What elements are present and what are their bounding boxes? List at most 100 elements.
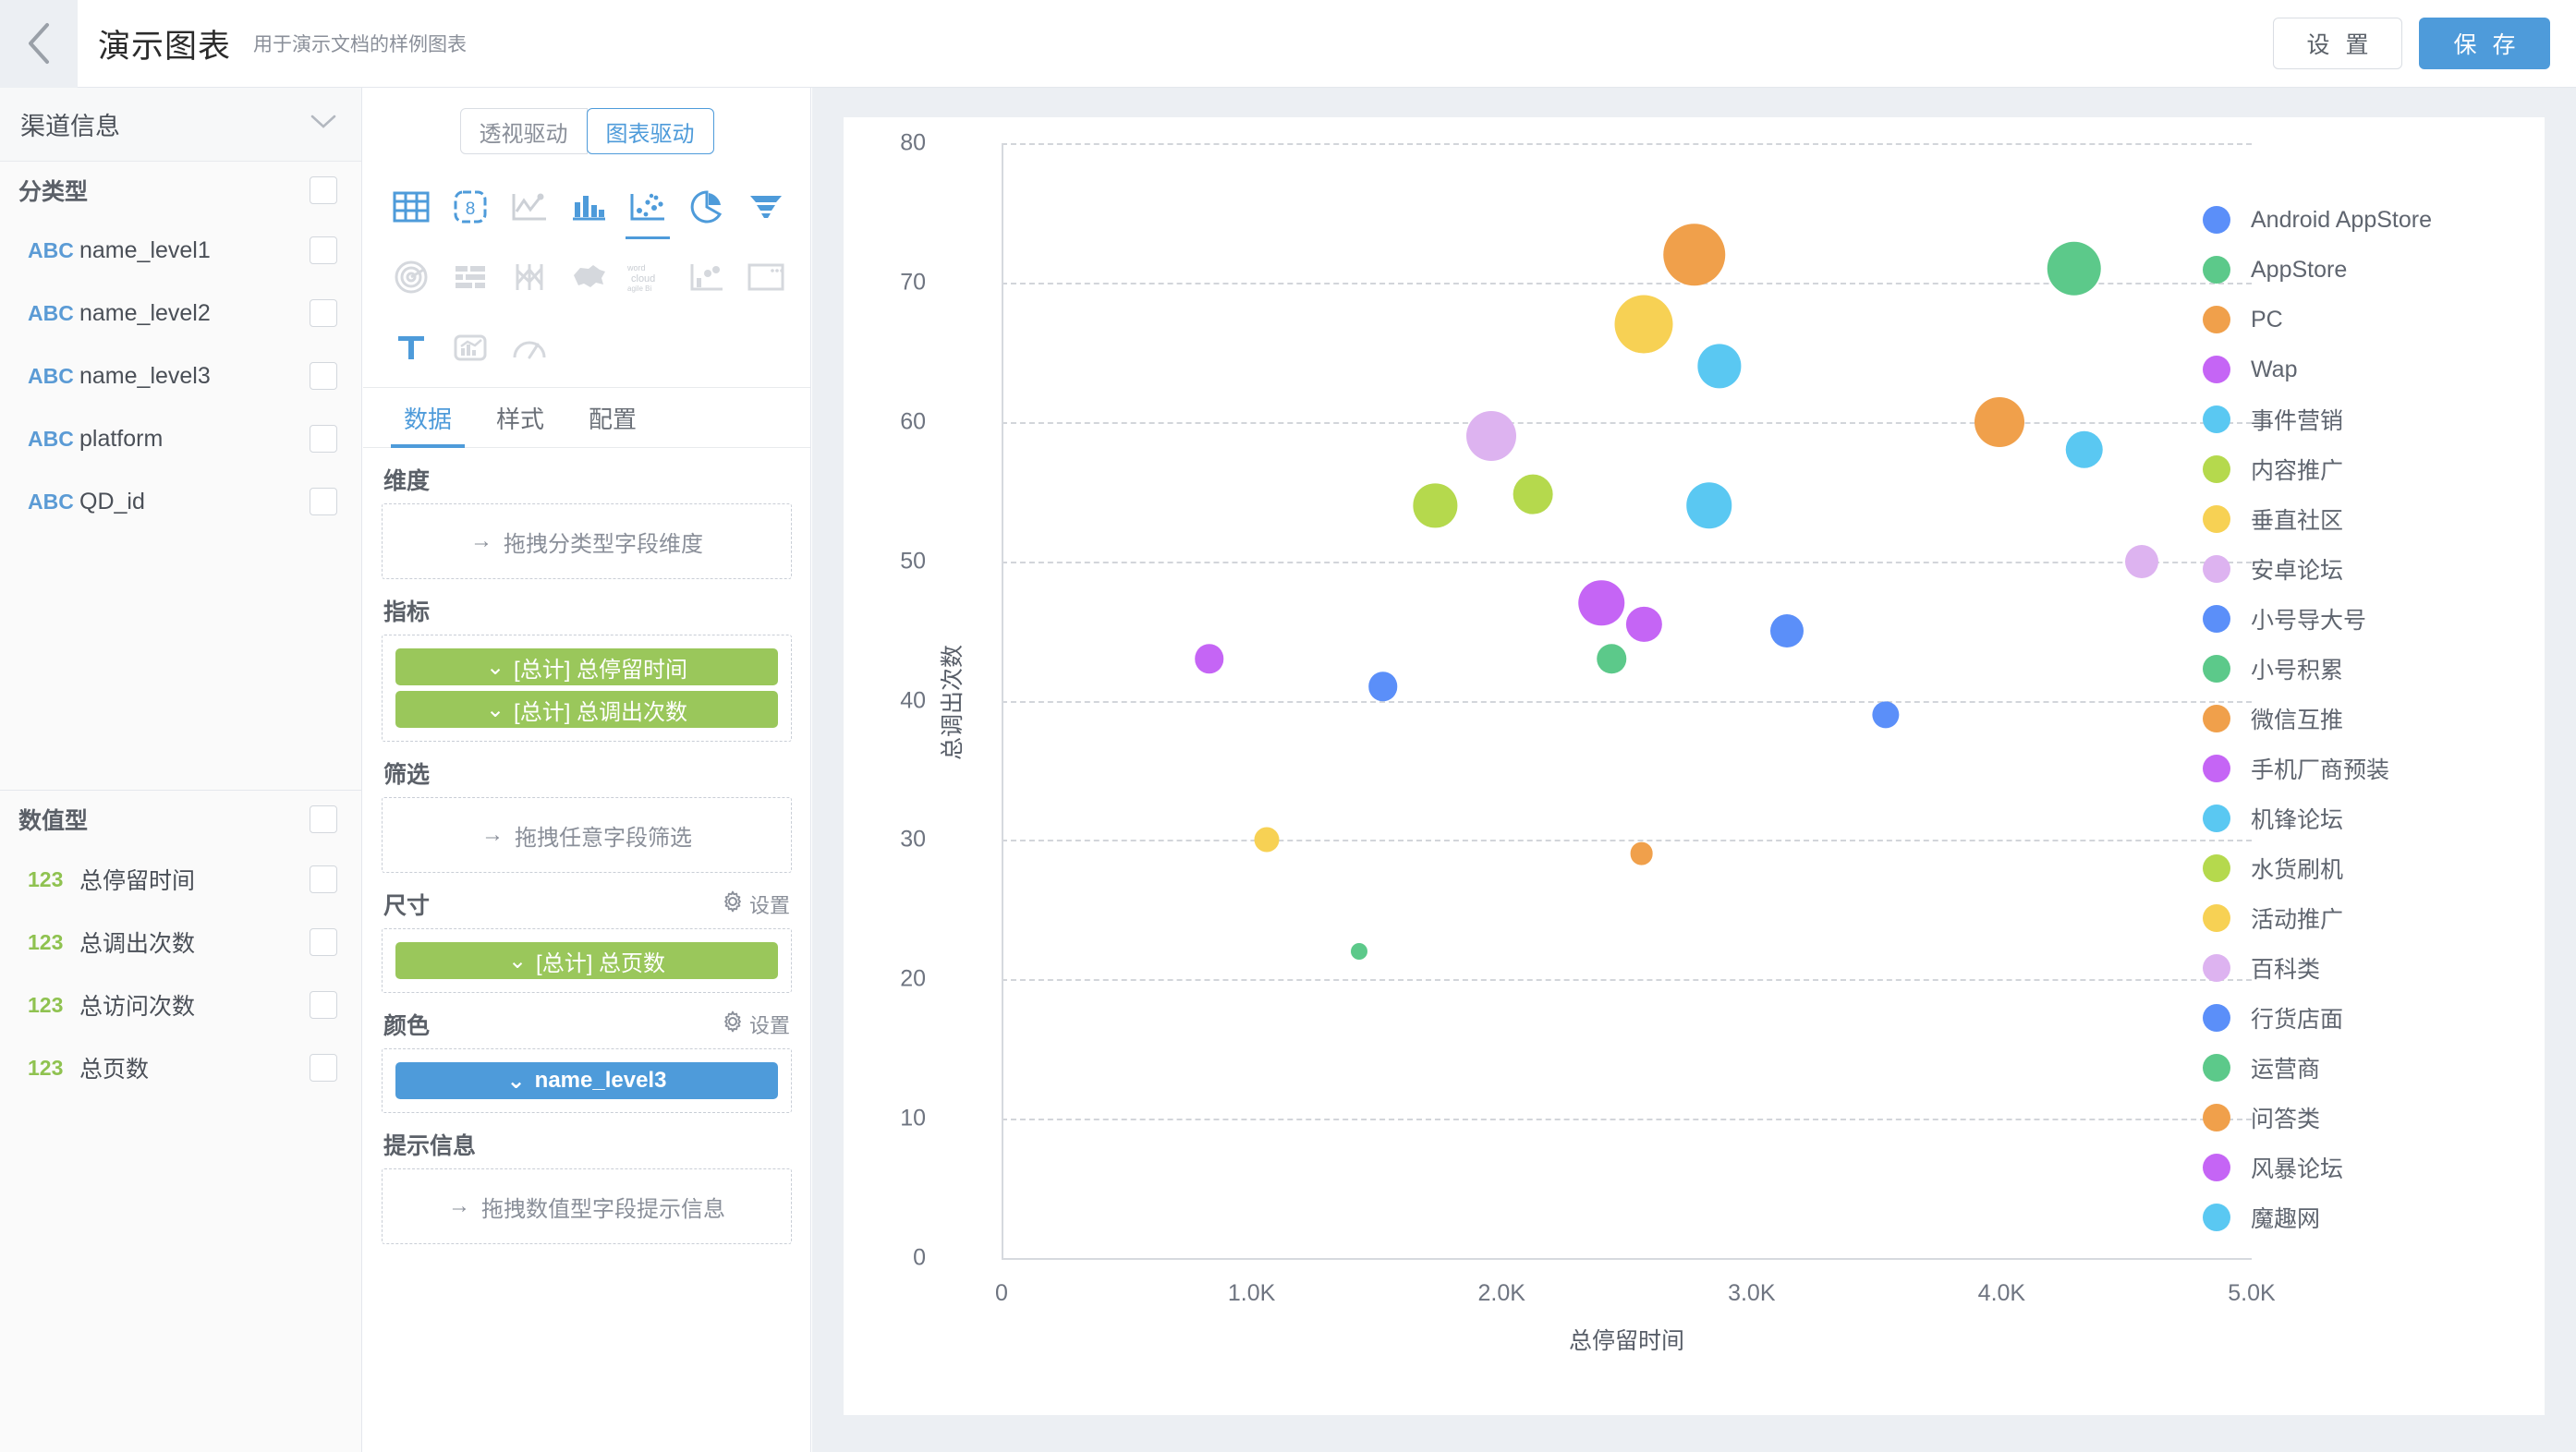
save-button[interactable]: 保 存 [2419, 18, 2550, 69]
field-row[interactable]: ABC platform [0, 407, 361, 470]
legend-item[interactable]: 安卓论坛 [2203, 544, 2508, 594]
parallel-chart-icon[interactable] [500, 247, 559, 308]
scatter-bubble[interactable] [1871, 700, 1900, 729]
field-row[interactable]: ABC name_level3 [0, 345, 361, 407]
legend-item[interactable]: 风暴论坛 [2203, 1143, 2508, 1192]
scatter-chart-icon[interactable] [618, 176, 677, 239]
measures-dropzone[interactable]: ⌄ [总计] 总停留时间 ⌄ [总计] 总调出次数 [382, 635, 792, 742]
legend-item[interactable]: 手机厂商预装 [2203, 744, 2508, 793]
filter-dropzone[interactable]: → 拖拽任意字段筛选 [382, 797, 792, 873]
map-chart-icon[interactable] [559, 247, 618, 308]
group-checkbox-categorical[interactable] [310, 176, 337, 204]
scatter-bubble[interactable] [2047, 241, 2102, 296]
chevron-down-icon[interactable] [310, 114, 337, 135]
field-checkbox[interactable] [310, 299, 337, 327]
field-row[interactable]: 123 总访问次数 [0, 974, 361, 1036]
legend-item[interactable]: PC [2203, 295, 2508, 345]
frame-icon[interactable] [736, 247, 796, 308]
size-setting-button[interactable]: 设置 [722, 889, 790, 919]
scatter-bubble[interactable] [1614, 295, 1673, 354]
field-checkbox[interactable] [310, 488, 337, 515]
scatter-plot[interactable]: 0 10 20 30 40 50 60 70 80 0 1.0K 2.0K 3.0K 4.0K 5.0K 总停… [844, 117, 2545, 1415]
tab-settings[interactable]: 配置 [589, 405, 638, 433]
gauge-chart-icon[interactable] [500, 317, 559, 378]
scatter-bubble[interactable] [1513, 474, 1553, 514]
word-cloud-icon[interactable]: word cloud agile Bi [618, 247, 677, 308]
field-checkbox[interactable] [310, 865, 337, 893]
bar-chart-icon[interactable] [559, 176, 618, 237]
scatter-bubble[interactable] [1413, 483, 1458, 527]
scatter-bubble[interactable] [1686, 482, 1732, 529]
scatter-bubble[interactable] [1466, 410, 1517, 461]
size-pill[interactable]: ⌄ [总计] 总页数 [395, 942, 778, 979]
tab-data[interactable]: 数据 [382, 388, 474, 448]
scatter-bubble[interactable] [2124, 544, 2158, 578]
back-button[interactable] [0, 0, 78, 88]
scatter-bubble[interactable] [1254, 827, 1280, 853]
scatter-bubble[interactable] [1194, 644, 1224, 673]
field-row[interactable]: 123 总调出次数 [0, 911, 361, 974]
funnel-chart-icon[interactable] [736, 176, 796, 237]
kpi-number-icon[interactable]: 8 [441, 176, 500, 237]
scatter-bubble[interactable] [1578, 580, 1625, 626]
color-dropzone[interactable]: ⌄ name_level3 [382, 1048, 792, 1113]
field-row[interactable]: 123 总停留时间 [0, 848, 361, 911]
legend-item[interactable]: 微信互推 [2203, 694, 2508, 744]
scatter-bubble[interactable] [1350, 943, 1367, 961]
field-checkbox[interactable] [310, 991, 337, 1019]
legend-item[interactable]: 行货店面 [2203, 993, 2508, 1043]
legend-item[interactable]: Wap [2203, 345, 2508, 394]
scatter-bubble[interactable] [1626, 606, 1662, 642]
bullet-chart-icon[interactable] [677, 247, 736, 308]
field-checkbox[interactable] [310, 362, 337, 390]
field-checkbox[interactable] [310, 236, 337, 264]
legend-item[interactable]: 小号导大号 [2203, 594, 2508, 644]
settings-button[interactable]: 设 置 [2273, 18, 2402, 69]
legend-item[interactable]: 百科类 [2203, 943, 2508, 993]
legend-item[interactable]: 活动推广 [2203, 893, 2508, 943]
legend-item[interactable]: Android AppStore [2203, 195, 2508, 245]
field-checkbox[interactable] [310, 928, 337, 956]
legend-item[interactable]: AppStore [2203, 245, 2508, 295]
tab-pivot-driver[interactable]: 透视驱动 [459, 108, 588, 154]
scatter-bubble[interactable] [1974, 396, 2024, 447]
datasource-header[interactable]: 渠道信息 [0, 88, 361, 162]
scatter-bubble[interactable] [1769, 614, 1804, 648]
legend-item[interactable]: 事件营销 [2203, 394, 2508, 444]
field-row[interactable]: ABC name_level2 [0, 282, 361, 345]
legend-item[interactable]: 小号积累 [2203, 644, 2508, 694]
field-row[interactable]: ABC QD_id [0, 470, 361, 533]
field-checkbox[interactable] [310, 1054, 337, 1082]
scatter-bubble[interactable] [1696, 344, 1742, 389]
scatter-bubble[interactable] [1630, 842, 1654, 865]
field-row[interactable]: ABC name_level1 [0, 219, 361, 282]
scatter-bubble[interactable] [2065, 430, 2103, 469]
legend-item[interactable]: 内容推广 [2203, 444, 2508, 494]
line-chart-icon[interactable] [500, 176, 559, 237]
radar-chart-icon[interactable] [382, 247, 441, 308]
text-icon[interactable] [382, 317, 441, 378]
color-pill[interactable]: ⌄ name_level3 [395, 1062, 778, 1099]
legend-item[interactable]: 水货刷机 [2203, 843, 2508, 893]
color-setting-button[interactable]: 设置 [722, 1010, 790, 1039]
scatter-bubble[interactable] [1367, 672, 1398, 702]
legend-item[interactable]: 运营商 [2203, 1043, 2508, 1093]
legend-item[interactable]: 垂直社区 [2203, 494, 2508, 544]
scatter-bubble[interactable] [1662, 223, 1726, 286]
pie-chart-icon[interactable] [677, 176, 736, 237]
field-checkbox[interactable] [310, 425, 337, 453]
size-dropzone[interactable]: ⌄ [总计] 总页数 [382, 928, 792, 993]
table-icon[interactable] [382, 176, 441, 237]
measure-pill[interactable]: ⌄ [总计] 总调出次数 [395, 691, 778, 728]
group-checkbox-numeric[interactable] [310, 805, 337, 833]
scatter-bubble[interactable] [1597, 644, 1626, 673]
dimension-dropzone[interactable]: → 拖拽分类型字段维度 [382, 503, 792, 579]
gantt-chart-icon[interactable] [441, 247, 500, 308]
legend-item[interactable]: 问答类 [2203, 1093, 2508, 1143]
tab-style[interactable]: 样式 [496, 405, 545, 433]
combo-chart-icon[interactable] [441, 317, 500, 378]
legend-item[interactable]: 机锋论坛 [2203, 793, 2508, 843]
measure-pill[interactable]: ⌄ [总计] 总停留时间 [395, 648, 778, 685]
legend-item[interactable]: 魔趣网 [2203, 1192, 2508, 1242]
field-row[interactable]: 123 总页数 [0, 1036, 361, 1099]
